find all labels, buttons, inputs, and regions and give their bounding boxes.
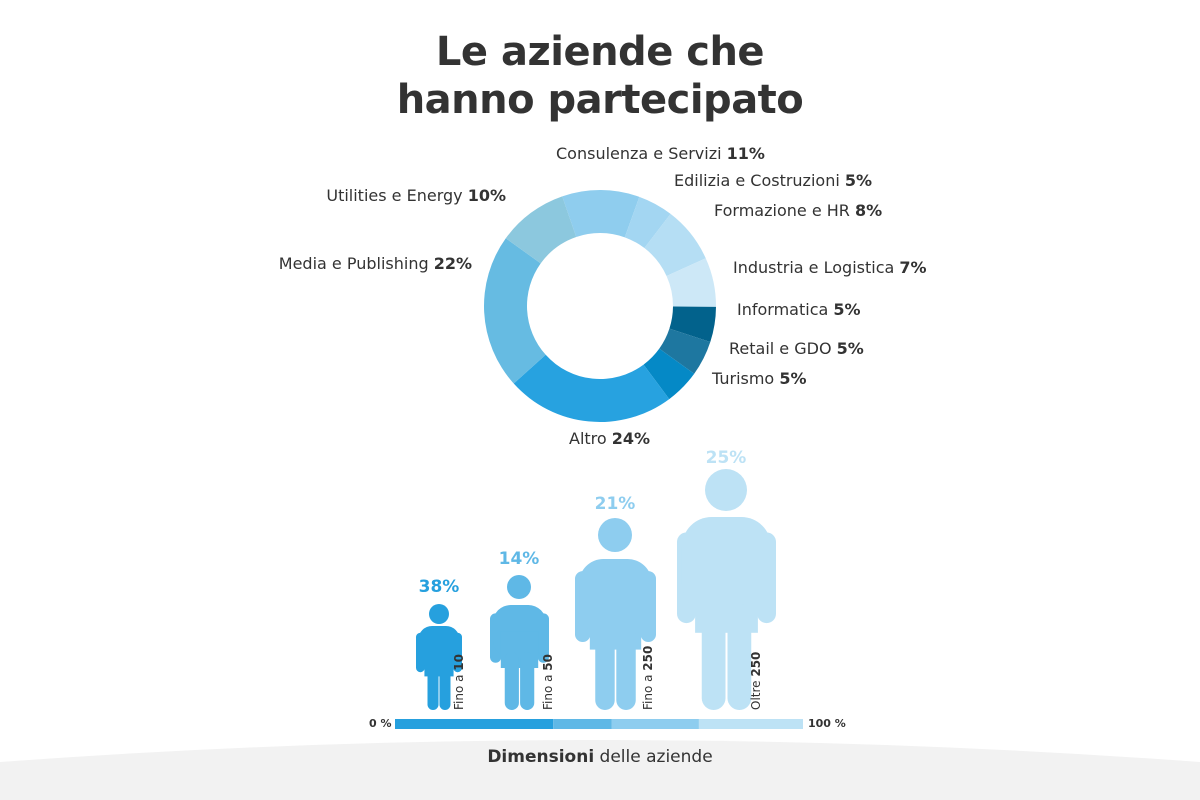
size-category-label: Oltre 250 bbox=[749, 651, 763, 710]
person-figure-icon bbox=[416, 604, 462, 710]
donut-slice-edilizia-e-costruzioni bbox=[624, 196, 671, 249]
donut-slice-turismo bbox=[643, 348, 695, 400]
page-title: Le aziende che hanno partecipato bbox=[396, 29, 804, 123]
donut-slice-industria-e-logistica bbox=[666, 258, 716, 307]
donut-slice-formazione-e-hr bbox=[644, 213, 706, 276]
slice-label-turismo: Turismo 5% bbox=[712, 369, 807, 388]
person-leg bbox=[595, 626, 615, 710]
slice-label-consulenza: Consulenza e Servizi 11% bbox=[556, 144, 765, 163]
donut-slice-retail-e-gdo bbox=[659, 328, 711, 374]
size-category-label: Fino a 50 bbox=[541, 654, 555, 710]
person-head bbox=[705, 469, 747, 511]
background-curve bbox=[0, 740, 1200, 800]
slice-label-informatica: Informatica 5% bbox=[737, 300, 861, 319]
size-percent-label: 38% bbox=[418, 577, 460, 597]
size-percent-label: 14% bbox=[498, 549, 540, 569]
people-figures bbox=[416, 469, 776, 710]
person-leg bbox=[616, 626, 636, 710]
slice-label-utilities: Utilities e Energy 10% bbox=[326, 186, 506, 205]
size-chart-title: Dimensioni delle aziende bbox=[487, 747, 713, 767]
donut-slice-media-e-publishing bbox=[484, 238, 546, 384]
size-percent-label: 25% bbox=[705, 448, 747, 468]
person-figure-icon bbox=[575, 518, 656, 710]
person-head bbox=[429, 604, 449, 624]
person-leg bbox=[427, 663, 439, 710]
slice-label-edilizia: Edilizia e Costruzioni 5% bbox=[674, 171, 873, 190]
person-figure-icon bbox=[490, 575, 549, 710]
size-bar-segment bbox=[611, 719, 699, 729]
slice-label-industria: Industria e Logistica 7% bbox=[733, 258, 927, 277]
person-figure-icon bbox=[677, 469, 776, 710]
size-bar bbox=[395, 719, 803, 729]
donut-slice-consulenza-e-servizi bbox=[562, 190, 640, 238]
size-bar-segment bbox=[395, 719, 554, 729]
axis-max-label: 100 % bbox=[808, 717, 846, 730]
donut-slice-altro bbox=[513, 354, 670, 422]
person-leg bbox=[439, 663, 451, 710]
axis-min-label: 0 % bbox=[369, 717, 392, 730]
person-leg bbox=[727, 603, 752, 710]
person-head bbox=[598, 518, 632, 552]
person-head bbox=[507, 575, 531, 599]
donut-chart bbox=[484, 190, 716, 422]
size-bar-segment bbox=[553, 719, 612, 729]
person-leg bbox=[520, 652, 535, 710]
slice-label-formazione: Formazione e HR 8% bbox=[714, 201, 883, 220]
slice-label-altro: Altro 24% bbox=[569, 429, 651, 448]
person-leg bbox=[504, 652, 519, 710]
size-category-label: Fino a 250 bbox=[641, 645, 655, 710]
size-category-label: Fino a 10 bbox=[452, 654, 466, 710]
donut-slice-informatica bbox=[669, 306, 716, 342]
donut-slice-utilities-e-energy bbox=[505, 196, 577, 264]
size-percent-label: 21% bbox=[594, 494, 636, 514]
person-leg bbox=[701, 603, 726, 710]
slice-label-retail: Retail e GDO 5% bbox=[729, 339, 864, 358]
slice-label-media: Media e Publishing 22% bbox=[278, 254, 472, 273]
size-bar-segment bbox=[698, 719, 803, 729]
